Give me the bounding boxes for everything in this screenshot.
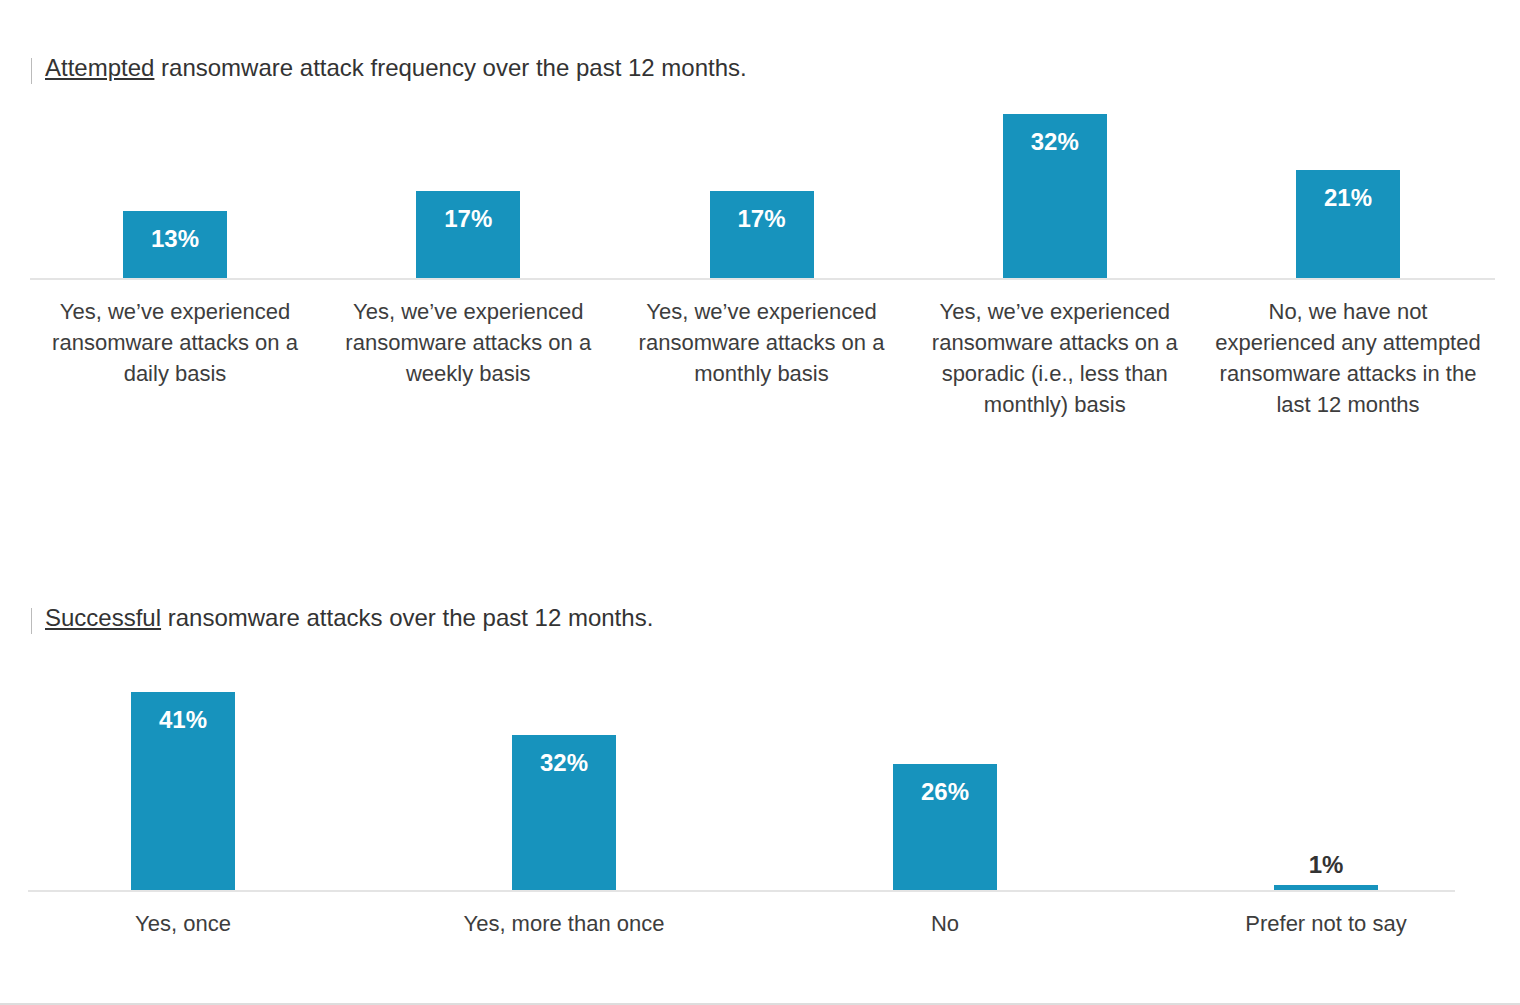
data-label: 13% [115,225,235,253]
title-rule [31,608,32,634]
category-label: Yes, we’ve experienced ransomware attack… [39,296,311,389]
baseline [28,890,1455,892]
category-label: Yes, we’ve experienced ransomware attack… [626,296,898,389]
title-rule [31,58,32,84]
category-label: Yes, we’ve experienced ransomware attack… [919,296,1191,420]
data-label: 26% [885,778,1005,806]
data-label: 17% [408,205,528,233]
category-label: No [795,908,1095,939]
category-label: Yes, more than once [414,908,714,939]
category-label: Prefer not to say [1176,908,1476,939]
data-label: 21% [1288,184,1408,212]
baseline [30,278,1495,280]
data-label: 41% [123,706,243,734]
bar [710,191,814,278]
category-label: Yes, once [33,908,333,939]
category-label: No, we have not experienced any attempte… [1212,296,1484,420]
category-label: Yes, we’ve experienced ransomware attack… [332,296,604,389]
chart-title: Successful ransomware attacks over the p… [45,604,653,632]
data-label: 32% [995,128,1115,156]
data-label: 32% [504,749,624,777]
chart-title: Attempted ransomware attack frequency ov… [45,54,747,82]
data-label: 17% [702,205,822,233]
data-label: 1% [1266,851,1386,879]
bar [416,191,520,278]
page-rule [0,1003,1520,1005]
bar [1274,885,1378,890]
